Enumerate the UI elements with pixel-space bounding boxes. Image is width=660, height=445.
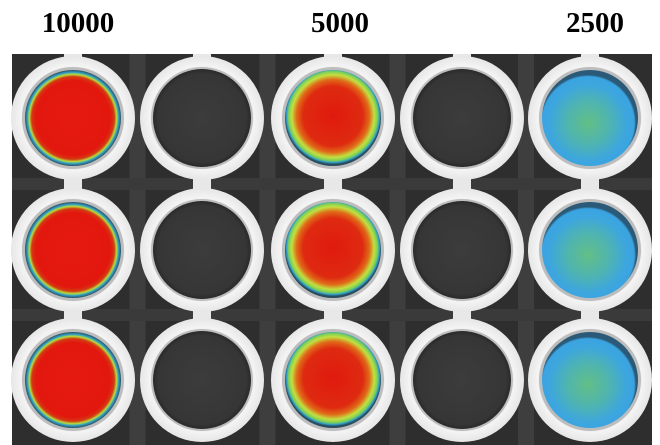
well-content — [25, 332, 121, 428]
well-content — [153, 331, 251, 429]
column-label: 10000 — [42, 7, 115, 39]
wells — [11, 54, 652, 445]
plate-gap — [518, 54, 534, 445]
well-content — [153, 201, 251, 299]
well-content — [285, 70, 381, 166]
plate-gap — [259, 54, 276, 445]
well-content — [542, 202, 638, 298]
well-content — [413, 331, 511, 429]
well-content — [153, 69, 251, 167]
well-content — [25, 202, 121, 298]
well-content — [542, 332, 638, 428]
well-content — [542, 70, 638, 166]
well-content — [413, 201, 511, 299]
well-content — [285, 202, 381, 298]
plate-gap — [389, 54, 406, 445]
well-content — [285, 332, 381, 428]
well-content — [25, 70, 121, 166]
plate-gap — [129, 54, 146, 445]
column-label: 5000 — [311, 7, 369, 39]
column-label: 2500 — [566, 7, 624, 39]
well-content — [413, 69, 511, 167]
